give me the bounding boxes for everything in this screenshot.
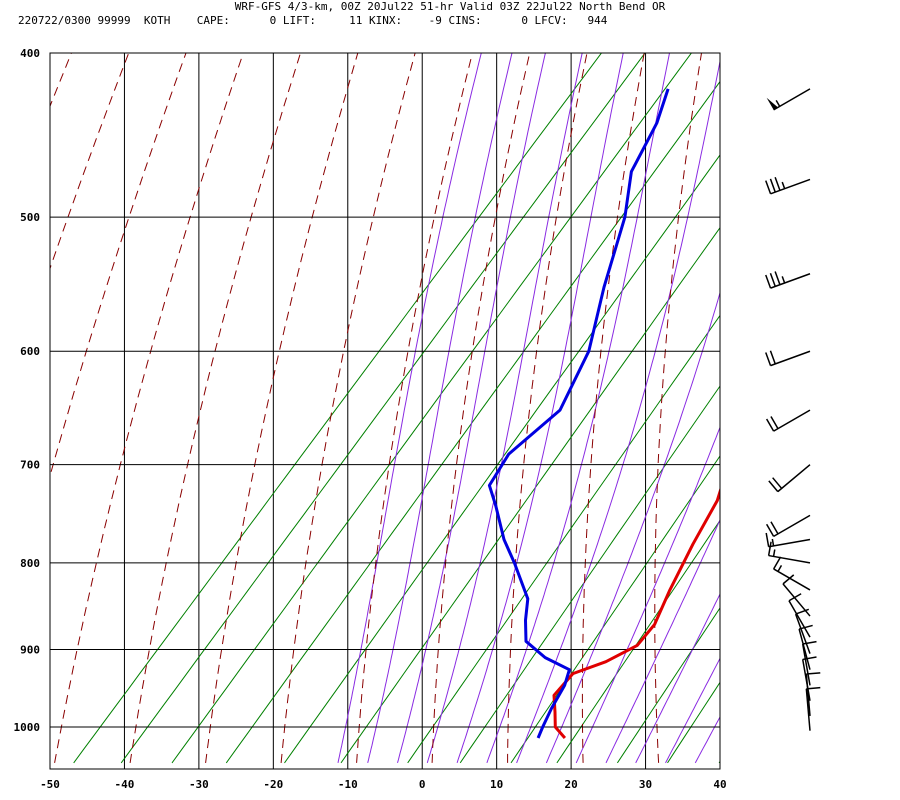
mixing-ratio-line [616, 607, 720, 764]
dry-adiabat [431, 53, 531, 763]
x-tick-label: 10 [490, 778, 503, 791]
x-tick-label: -50 [40, 778, 60, 791]
wind-barb [794, 608, 811, 654]
moist-adiabat [694, 715, 720, 764]
mixing-ratio-line [667, 681, 720, 764]
wind-barb [766, 88, 811, 111]
moist-adiabat [665, 657, 720, 764]
wind-barb [805, 686, 821, 731]
mixing-ratio-line [407, 314, 720, 764]
dry-adiabat [858, 34, 885, 763]
x-tick-label: 40 [713, 778, 726, 791]
moist-adiabat [367, 53, 513, 764]
moist-adiabat [337, 53, 482, 763]
dry-adiabats [0, 34, 885, 763]
x-tick-label: -20 [263, 778, 283, 791]
mixing-ratio-lines [73, 53, 720, 764]
isotherm-grid [50, 53, 720, 769]
dry-adiabat [54, 53, 244, 763]
wind-barbs [765, 88, 821, 731]
sounding-stats: 220722/0300 99999 KOTH CAPE: 0 LIFT: 11 … [18, 14, 608, 27]
mixing-ratio-line [73, 53, 603, 764]
wind-barb [765, 271, 811, 289]
isobar-grid [50, 216, 720, 728]
dry-adiabat [0, 34, 22, 763]
moist-adiabat [725, 34, 900, 763]
p-tick-label: 600 [20, 345, 40, 358]
mixing-ratio-line [284, 154, 720, 764]
moist-adiabat [575, 426, 720, 764]
moist-adiabat [426, 53, 583, 764]
p-tick-label: 700 [20, 459, 40, 472]
wind-barb [767, 541, 811, 564]
wind-barb [788, 593, 811, 638]
x-tick-label: -30 [189, 778, 209, 791]
wind-barb [768, 464, 811, 493]
mixing-ratio-line [459, 385, 720, 764]
wind-barb [765, 176, 811, 195]
axis-labels: -50 -40 -30 -20 -10 0 10 20 30 40 400 500 600 700 800 9… [14, 47, 727, 791]
sounding-traces [487, 88, 720, 739]
mixing-ratio-line [120, 53, 646, 764]
x-tick-label: -40 [115, 778, 135, 791]
wind-barb [798, 624, 813, 670]
mixing-ratio-line [556, 519, 720, 764]
wind-barb [805, 672, 821, 716]
dry-adiabat [654, 53, 703, 763]
wind-barb [765, 409, 811, 432]
wind-barb [765, 514, 811, 538]
wind-barb [801, 640, 817, 686]
x-tick-label: 0 [419, 778, 426, 791]
wind-barb [765, 532, 811, 548]
p-tick-label: 500 [20, 211, 40, 224]
x-tick-label: -10 [338, 778, 358, 791]
wind-barb [765, 350, 811, 367]
plot-frame [49, 52, 721, 770]
moist-adiabat [605, 518, 720, 764]
x-tick-label: 30 [639, 778, 652, 791]
p-tick-label: 800 [20, 557, 40, 570]
dewpoint-trace [487, 88, 670, 739]
dry-adiabat [205, 53, 359, 763]
moist-adiabat [635, 593, 720, 764]
mixing-ratio-line [340, 226, 720, 764]
p-tick-label: 400 [20, 47, 40, 60]
dry-adiabat [725, 34, 762, 763]
dry-adiabat [129, 53, 302, 763]
moist-adiabat [397, 53, 546, 764]
x-tick-label: 20 [564, 778, 577, 791]
dry-adiabat [356, 53, 473, 763]
wind-barb [772, 556, 811, 591]
chart-title: WRF-GFS 4/3-km, 00Z 20Jul22 51-hr Valid … [234, 0, 666, 13]
moist-adiabat [545, 291, 720, 764]
p-tick-label: 900 [20, 643, 40, 656]
mixing-ratio-line [225, 80, 720, 764]
p-tick-label: 1000 [14, 721, 41, 734]
temperature-trace [552, 486, 720, 739]
dry-adiabat [280, 53, 416, 763]
